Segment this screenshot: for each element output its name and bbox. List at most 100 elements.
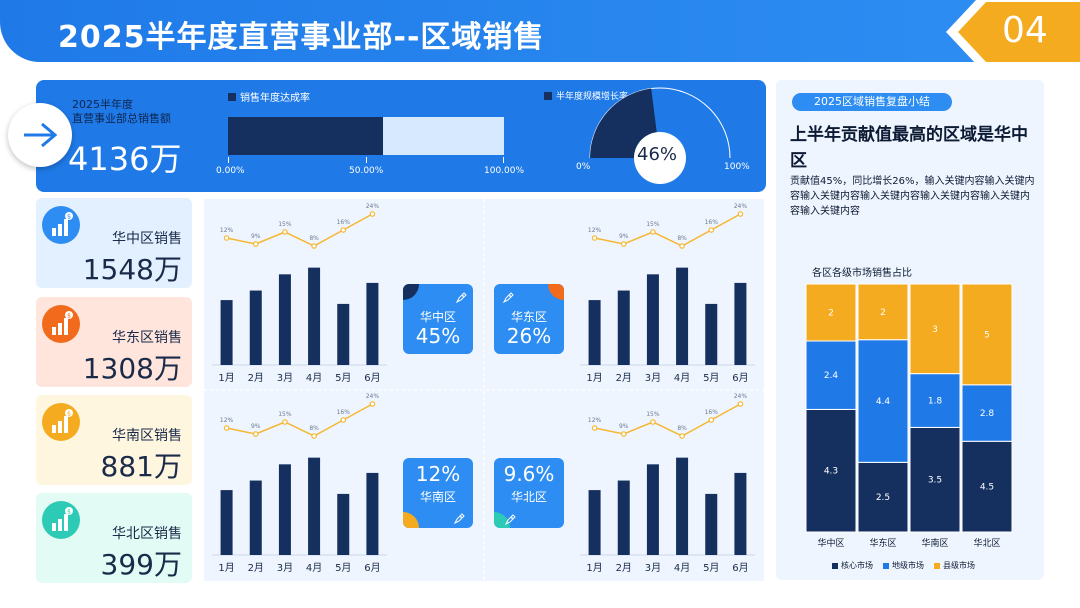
region-value: 399万: [100, 548, 182, 581]
line-point: [223, 235, 230, 241]
line-data-label: 15%: [278, 221, 292, 228]
stack-segment: [909, 283, 961, 375]
bar: [337, 493, 350, 555]
gauge-center: [634, 132, 686, 184]
rate-legend-label: 销售年度达成率: [240, 93, 310, 104]
line-data-label: 12%: [588, 227, 602, 234]
rate-bar-fill: [228, 117, 383, 155]
bar: [676, 267, 689, 365]
stack-segment: [909, 373, 961, 428]
line-point: [679, 433, 685, 439]
region-share-tile: 华北区 9.6%: [494, 458, 564, 528]
growth-line: [226, 403, 373, 437]
combo-chart: 1月 2月 3月 4月 5月 6月 12% 9% 15% 8% 16% 24%: [580, 393, 755, 574]
line-point: [311, 433, 317, 439]
segment-data-label: 2.4: [824, 371, 839, 381]
stack-segment: [805, 283, 857, 342]
x-tick-label: 1月: [586, 372, 602, 384]
segment-data-label: 3.5: [928, 476, 942, 486]
tile-region-name: 华北区: [510, 490, 547, 504]
x-tick-label: 5月: [703, 562, 719, 574]
legend-swatch: [934, 562, 940, 569]
legend-swatch: [832, 562, 838, 569]
bar: [249, 290, 262, 365]
line-data-label: 9%: [619, 233, 629, 240]
rate-tick-label: 100.00%: [484, 166, 525, 176]
tile-share-value: 9.6%: [503, 462, 555, 486]
line-point: [620, 241, 627, 247]
rate-tick: [503, 157, 504, 163]
region-name: 华北区销售: [112, 526, 182, 542]
bar: [337, 303, 350, 365]
line-data-label: 24%: [734, 203, 748, 210]
tile-region-name: 华东区: [510, 310, 547, 324]
rocket-icon: [504, 511, 516, 526]
region-card: $ 华北区销售 399万: [36, 493, 192, 583]
tile-share-value: 45%: [415, 324, 461, 348]
tile-share-value: 12%: [415, 462, 461, 486]
growth-gauge: [589, 87, 731, 184]
bar: [308, 267, 321, 365]
region-card: $ 华东区销售 1308万: [36, 297, 192, 387]
line-point: [223, 425, 230, 431]
legend-item: 县级市场: [934, 560, 975, 571]
total-sales-label: 2025半年度 直营事业部总销售额: [72, 98, 212, 126]
x-tick-label: 4月: [306, 562, 322, 574]
svg-text:$: $: [67, 214, 71, 221]
rocket-icon: [455, 289, 467, 304]
line-data-label: 9%: [251, 233, 261, 240]
x-tick-label: 3月: [645, 372, 661, 384]
growth-chart-icon: $: [42, 501, 80, 539]
legend-swatch: [883, 562, 889, 569]
bar: [617, 290, 630, 365]
x-tick-label: 6月: [364, 372, 380, 384]
stacked-bar-chart: 4.3 2.4 2 华中区 2.5 4.4 2 华东区 3.5 1.8 3 华南区 4.5 2.8 5 华北区: [805, 283, 1013, 548]
bar: [220, 300, 233, 365]
bar: [588, 300, 601, 365]
line-point: [369, 211, 376, 217]
total-sales-label-line1: 2025半年度: [72, 98, 133, 111]
stack-segment: [857, 283, 909, 341]
line-data-label: 12%: [220, 417, 234, 424]
line-point: [282, 419, 288, 425]
gauge-min-label: 0%: [576, 162, 591, 172]
line-data-label: 8%: [309, 425, 319, 432]
x-tick-label: 华北区: [973, 537, 1000, 548]
x-tick-label: 华东区: [869, 537, 896, 548]
x-tick-label: 3月: [277, 372, 293, 384]
growth-chart-icon: $: [42, 305, 80, 343]
tile-share-value: 26%: [506, 324, 552, 348]
line-data-label: 12%: [220, 227, 234, 234]
x-tick-label: 华南区: [921, 537, 948, 548]
x-tick-label: 2月: [248, 372, 264, 384]
line-data-label: 24%: [366, 203, 380, 210]
x-tick-label: 2月: [248, 562, 264, 574]
line-data-label: 8%: [677, 425, 687, 432]
region-share-tile: 华南区 12%: [403, 458, 473, 528]
x-tick-label: 5月: [335, 372, 351, 384]
line-point: [311, 243, 317, 249]
line-data-label: 16%: [337, 219, 351, 226]
segment-data-label: 3: [932, 325, 938, 335]
stack-chart-title: 各区各级市场销售占比: [812, 268, 912, 279]
header-bar: [0, 0, 990, 62]
x-tick-label: 2月: [616, 562, 632, 574]
segment-data-label: 2.5: [876, 493, 890, 503]
tile-corner-accent: [403, 284, 419, 300]
review-tag: 2025区域销售复盘小结: [792, 93, 952, 111]
region-value: 1548万: [82, 253, 182, 286]
rate-legend-swatch: [228, 92, 236, 101]
region-value: 1308万: [82, 352, 182, 385]
growth-chart-icon: $: [42, 206, 80, 244]
bar: [734, 282, 747, 365]
gauge-fill: [590, 88, 657, 158]
stack-segment: [909, 426, 961, 533]
growth-line: [226, 213, 373, 247]
line-data-label: 8%: [677, 235, 687, 242]
line-point: [252, 241, 259, 247]
rate-tick: [228, 157, 229, 163]
line-point: [340, 227, 347, 233]
line-data-label: 15%: [646, 221, 660, 228]
tile-region-name: 华南区: [419, 490, 456, 504]
total-sales-label-line2: 直营事业部总销售额: [72, 112, 171, 125]
